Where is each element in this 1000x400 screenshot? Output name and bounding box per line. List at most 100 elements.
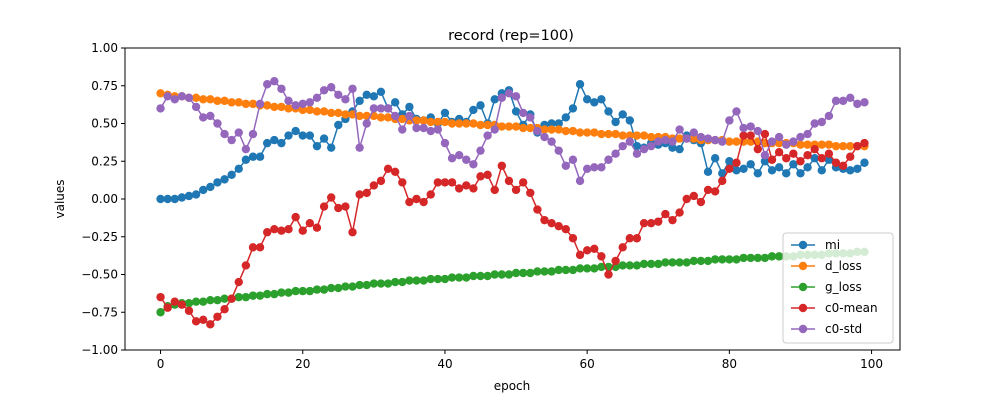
data-point-mi (334, 120, 343, 130)
data-point-c0-mean (476, 172, 485, 181)
data-point-mi (725, 157, 734, 166)
data-point-g_loss (362, 280, 371, 290)
data-point-d_loss (355, 111, 364, 121)
data-point-mi (860, 158, 869, 167)
data-point-g_loss (298, 286, 307, 296)
data-point-c0-std (241, 144, 251, 154)
data-point-c0-std (419, 123, 428, 133)
data-point-c0-mean (234, 277, 243, 287)
data-point-mi (760, 157, 770, 166)
data-point-c0-mean (554, 221, 563, 231)
data-point-d_loss (263, 101, 272, 110)
data-point-g_loss (199, 297, 208, 306)
data-point-c0-mean (604, 270, 613, 279)
legend-item-c0-mean: c0-mean (791, 301, 878, 315)
data-point-c0-mean (398, 178, 407, 187)
data-point-g_loss (412, 276, 421, 285)
data-point-mi (298, 131, 307, 140)
data-point-g_loss (526, 268, 535, 278)
data-point-mi (248, 152, 258, 161)
data-point-c0-mean (661, 209, 670, 219)
data-point-d_loss (298, 105, 307, 115)
data-point-c0-mean (447, 178, 457, 187)
data-point-c0-std (767, 137, 777, 146)
data-point-g_loss (753, 253, 762, 263)
data-point-c0-mean (440, 178, 450, 187)
data-point-c0-std (590, 163, 599, 172)
data-point-c0-mean (255, 243, 265, 252)
data-point-d_loss (191, 93, 201, 103)
y-tick-label: 0.25 (91, 154, 118, 168)
data-point-c0-mean (355, 190, 364, 199)
data-point-c0-std (753, 126, 762, 136)
data-point-d_loss (433, 117, 443, 127)
series-c0-mean (156, 129, 869, 329)
data-point-g_loss (291, 286, 300, 296)
data-point-mi (284, 131, 293, 140)
data-point-c0-std (710, 135, 720, 145)
data-point-g_loss (504, 270, 514, 279)
y-tick-label: 1.00 (91, 41, 118, 55)
legend-swatch-marker (798, 240, 808, 250)
data-point-c0-mean (462, 181, 471, 190)
data-point-c0-mean (483, 170, 492, 180)
data-point-mi (824, 155, 834, 164)
data-point-g_loss (533, 267, 542, 276)
data-point-mi (597, 95, 606, 104)
data-point-c0-std (575, 176, 585, 186)
data-point-c0-mean (248, 243, 258, 252)
data-point-d_loss (270, 102, 279, 112)
data-point-d_loss (803, 140, 812, 149)
data-point-g_loss (334, 283, 343, 293)
data-point-c0-std (255, 99, 265, 109)
data-point-g_loss (390, 277, 400, 287)
data-point-g_loss (739, 253, 748, 263)
data-point-c0-mean (540, 215, 549, 225)
data-point-c0-mean (170, 297, 179, 306)
data-point-d_loss (156, 89, 165, 98)
data-point-d_loss (632, 131, 642, 140)
data-point-c0-std (703, 134, 713, 143)
data-point-c0-mean (732, 158, 741, 167)
legend-swatch-marker (798, 261, 808, 271)
data-point-c0-std (319, 86, 329, 95)
data-point-c0-std (412, 123, 421, 133)
data-point-d_loss (824, 140, 834, 149)
y-tick-label: −1.00 (81, 343, 118, 357)
data-point-mi (810, 154, 819, 163)
data-point-c0-std (860, 98, 869, 107)
data-point-g_loss (305, 286, 315, 296)
data-point-g_loss (213, 295, 222, 305)
data-point-c0-std (547, 137, 556, 146)
data-point-c0-std (646, 141, 656, 151)
data-point-c0-mean (518, 178, 528, 187)
data-point-c0-mean (746, 131, 755, 140)
data-point-mi (554, 119, 563, 128)
data-point-mi (625, 116, 635, 125)
data-point-c0-mean (412, 194, 421, 204)
data-point-mi (511, 107, 521, 116)
data-point-c0-std (284, 96, 293, 106)
data-point-c0-mean (277, 226, 286, 235)
data-point-c0-mean (319, 202, 329, 211)
data-point-c0-std (782, 140, 791, 149)
data-point-d_loss (568, 126, 578, 136)
data-point-g_loss (774, 252, 784, 261)
data-point-g_loss (312, 285, 322, 294)
x-tick-label: 40 (437, 357, 452, 371)
legend-box (782, 232, 894, 344)
data-point-c0-std (490, 125, 499, 134)
data-point-c0-mean (789, 149, 798, 158)
data-point-g_loss (426, 274, 435, 284)
data-point-c0-std (326, 83, 336, 92)
data-point-g_loss (675, 258, 684, 267)
data-point-c0-mean (860, 138, 869, 148)
data-point-mi (604, 107, 613, 116)
data-point-c0-std (654, 137, 663, 146)
legend-label: c0-mean (825, 301, 878, 315)
data-point-c0-std (725, 116, 734, 125)
data-point-c0-mean (803, 151, 812, 160)
data-point-g_loss (469, 271, 478, 281)
data-point-c0-std (163, 92, 172, 101)
data-point-c0-std (199, 113, 208, 122)
